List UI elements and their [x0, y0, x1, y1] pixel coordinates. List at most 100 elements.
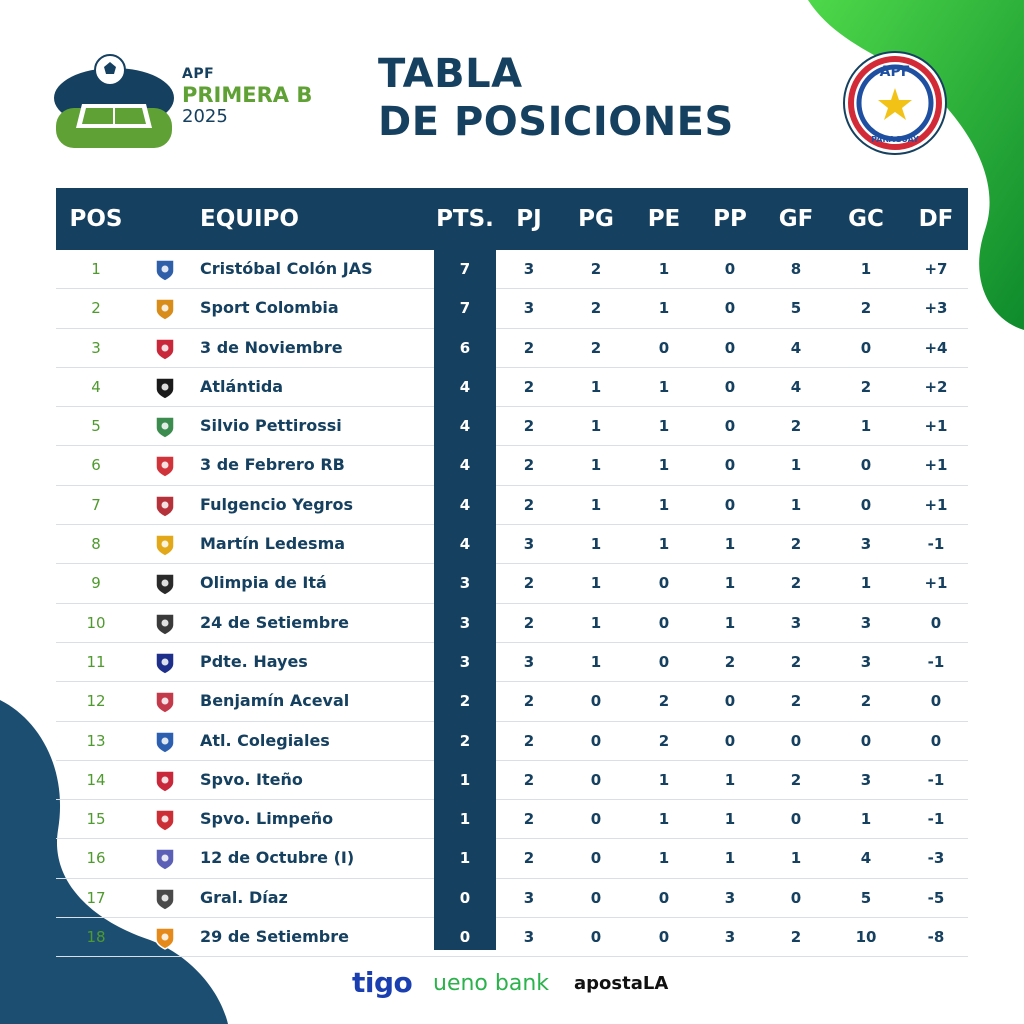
col-pe: PE: [647, 206, 681, 232]
gc-cell: 10: [855, 928, 877, 947]
pj-cell: 3: [523, 535, 535, 554]
team-name: 24 de Setiembre: [200, 612, 349, 632]
pj-cell: 2: [523, 495, 535, 514]
gf-cell: 1: [790, 495, 802, 514]
gf-cell: 0: [790, 888, 802, 907]
team-name: 29 de Setiembre: [200, 927, 349, 947]
df-cell: -5: [927, 888, 945, 907]
gf-cell: 8: [790, 260, 802, 278]
gf-cell: 2: [790, 417, 802, 436]
team-crest-icon: [155, 455, 175, 479]
pg-cell: 1: [590, 377, 602, 396]
pts-cell: 1: [459, 849, 471, 868]
sponsors-bar: tigo ueno bank apostaLA: [0, 960, 1024, 1010]
team-name: Martín Ledesma: [200, 534, 346, 554]
gc-cell: 3: [860, 613, 872, 632]
table-header: POS EQUIPO PTS. PJ PG PE PP GF GC DF: [56, 188, 968, 250]
team-crest-icon: [155, 259, 175, 282]
pj-cell: 3: [523, 260, 535, 278]
df-cell: -8: [927, 928, 945, 947]
table-row: 5 Silvio Pettirossi 4 2 1 1 0 2 1 +1: [56, 407, 968, 447]
pts-cell: 2: [459, 731, 471, 750]
gf-cell: 2: [790, 692, 802, 711]
col-pj: PJ: [516, 206, 542, 232]
team-crest-icon: [155, 377, 175, 400]
gc-cell: 3: [860, 535, 872, 554]
pts-cell: 0: [459, 928, 471, 947]
pe-cell: 1: [658, 810, 670, 829]
col-df: DF: [918, 206, 954, 232]
pos-cell: 9: [91, 574, 101, 593]
pg-cell: 1: [590, 574, 602, 593]
pts-cell: 3: [459, 613, 471, 632]
pos-cell: 13: [86, 731, 106, 750]
pg-cell: 2: [590, 299, 602, 318]
table-row: 2 Sport Colombia 7 3 2 1 0 5 2 +3: [56, 289, 968, 329]
league-apf: APF: [182, 66, 215, 82]
pe-cell: 1: [658, 456, 670, 475]
pg-cell: 0: [590, 810, 602, 829]
team-crest-icon: [155, 416, 175, 440]
pp-cell: 0: [724, 377, 736, 396]
pg-cell: 1: [590, 495, 602, 514]
table-row: 18 29 de Setiembre 0 3 0 0 3 2 10 -8: [56, 918, 968, 958]
standings-table: POS EQUIPO PTS. PJ PG PE PP GF GC DF 1 Cr…: [56, 188, 968, 958]
pj-cell: 2: [523, 417, 535, 436]
pg-cell: 2: [590, 338, 602, 357]
team-name: Sport Colombia: [200, 298, 339, 318]
pts-cell: 7: [459, 299, 471, 318]
pp-cell: 0: [724, 417, 736, 436]
pp-cell: 1: [724, 613, 736, 632]
pos-cell: 18: [86, 928, 106, 947]
points-column-highlight: [434, 238, 496, 950]
team-name: 3 de Noviembre: [200, 337, 343, 357]
col-gf: GF: [778, 206, 814, 232]
pj-cell: 2: [523, 770, 535, 789]
col-gc: GC: [848, 206, 884, 232]
df-cell: 0: [930, 731, 942, 750]
pp-cell: 0: [724, 456, 736, 475]
pp-cell: 0: [724, 338, 736, 357]
pts-cell: 3: [459, 574, 471, 593]
pj-cell: 3: [523, 888, 535, 907]
pts-cell: 6: [459, 338, 471, 357]
pp-cell: 1: [724, 849, 736, 868]
pg-cell: 0: [590, 770, 602, 789]
team-crest-icon: [155, 495, 175, 518]
team-name: Olimpia de Itá: [200, 573, 327, 593]
pj-cell: 3: [523, 299, 535, 318]
pg-cell: 0: [590, 692, 602, 711]
pg-cell: 0: [590, 928, 602, 947]
pos-cell: 7: [91, 495, 101, 514]
pp-cell: 1: [724, 535, 736, 554]
table-row: 12 Benjamín Aceval 2 2 0 2 0 2 2 0: [56, 682, 968, 722]
pts-cell: 4: [459, 495, 471, 514]
team-name: Spvo. Limpeño: [200, 809, 334, 829]
pos-cell: 16: [86, 849, 106, 868]
gf-cell: 2: [790, 652, 802, 671]
sponsor-ueno-bank: ueno bank: [433, 971, 550, 996]
pp-cell: 1: [724, 770, 736, 789]
col-pts: PTS.: [436, 206, 494, 232]
pp-cell: 1: [724, 574, 736, 593]
gf-cell: 1: [790, 456, 802, 475]
pos-cell: 5: [91, 417, 101, 436]
pg-cell: 1: [590, 613, 602, 632]
table-row: 10 24 de Setiembre 3 2 1 0 1 3 3 0: [56, 604, 968, 643]
gc-cell: 3: [860, 652, 872, 671]
page-title: TABLA DE POSICIONES: [378, 50, 734, 146]
df-cell: +1: [924, 574, 948, 593]
pe-cell: 1: [658, 299, 670, 318]
gf-cell: 4: [790, 338, 802, 357]
table-row: 15 Spvo. Limpeño 1 2 0 1 1 0 1 -1: [56, 800, 968, 840]
pos-cell: 6: [91, 456, 101, 475]
league-name: PRIMERA B: [182, 83, 313, 107]
pe-cell: 2: [658, 692, 670, 711]
title-line-2: DE POSICIONES: [378, 99, 734, 145]
pts-cell: 1: [459, 770, 471, 789]
pg-cell: 0: [590, 849, 602, 868]
gc-cell: 0: [860, 495, 872, 514]
pe-cell: 0: [658, 652, 670, 671]
df-cell: -1: [927, 535, 945, 554]
